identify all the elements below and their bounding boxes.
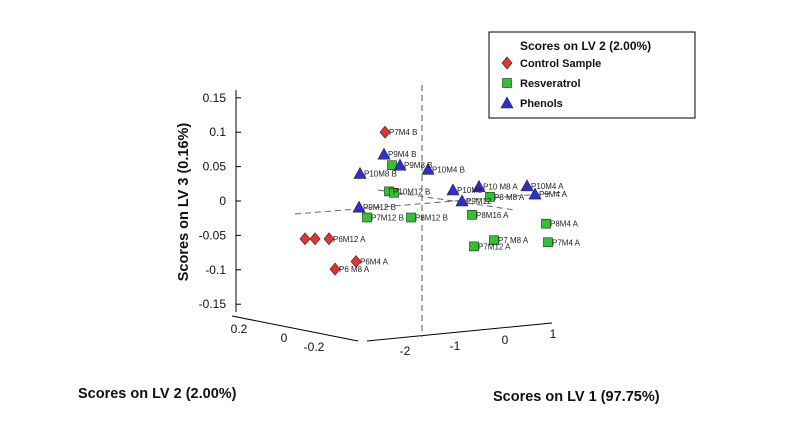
data-point-triangle (528, 187, 542, 200)
point-label: P10M4 A (531, 182, 564, 191)
x-tick-label: 1 (550, 327, 557, 341)
data-point-triangle (455, 194, 469, 207)
z-tick-label: 0 (219, 194, 226, 208)
point-label: P8M12 B (415, 214, 448, 223)
legend-entry-label: Resveratrol (520, 78, 581, 90)
data-point-square (485, 192, 495, 202)
z-axis-ticks: 0.15 0.1 0.05 0 -0.05 -0.1 -0.15 (199, 91, 241, 311)
point-label: P10M4 B (432, 165, 465, 174)
point-label: P9M4 B (388, 150, 416, 159)
x-tick-label: -1 (450, 339, 461, 353)
point-labels: P7M4 B P6M12 A P6M4 AP6 M8 A P10M12 B P7M12 … (333, 128, 581, 274)
point-label: P6 M8 A (339, 265, 370, 274)
point-label: P6M4 A (360, 258, 389, 267)
y-axis-line (231, 315, 359, 342)
x-axis-line (366, 322, 553, 342)
center-lv1-dashed (294, 191, 566, 215)
data-point-diamond (309, 232, 321, 246)
point-label: P10M12 B (393, 187, 430, 196)
x-tick-label: -2 (400, 344, 411, 358)
legend-entry-label: Phenols (520, 98, 563, 110)
point-label: P8M4 A (550, 220, 579, 229)
legend-title: Scores on LV 2 (2.00%) (520, 39, 651, 53)
data-point-square (467, 209, 477, 220)
data-point-triangle (377, 147, 391, 160)
y-axis-title: Scores on LV 2 (2.00%) (78, 386, 237, 402)
point-label: P8 M8 A (494, 193, 525, 202)
point-label: P10M8 (457, 186, 483, 195)
legend-entry-label: Control Sample (520, 58, 601, 70)
point-label: P7M4 A (552, 238, 581, 247)
legend-marker-diamond (501, 56, 513, 70)
z-tick-label: -0.1 (205, 263, 226, 277)
point-label: P8M16 A (476, 211, 509, 220)
data-point-triangle (353, 166, 367, 179)
point-label: P9M8 B (404, 161, 432, 170)
data-point-square (489, 235, 499, 246)
data-point-triangle (446, 183, 460, 196)
data-point-square (543, 237, 553, 248)
point-label: P7M12 A (478, 242, 511, 251)
data-point-triangle (472, 179, 486, 192)
data-point-square (406, 212, 416, 223)
legend-box (488, 31, 696, 119)
data-point-diamond (329, 262, 341, 276)
point-label: P10 M8 A (483, 183, 518, 192)
z-tick-label: 0.15 (203, 91, 227, 105)
point-label: P9M12 B (363, 203, 396, 212)
y-tick-label: -0.2 (304, 340, 325, 354)
data-point-diamond (323, 232, 335, 246)
point-label: P10M8 B (364, 169, 397, 178)
plot-axes (231, 85, 566, 342)
point-label: P7M12 B (371, 214, 404, 223)
y-tick-label: 0 (281, 331, 288, 345)
data-point-triangle (421, 162, 435, 175)
data-point-diamond (299, 232, 311, 246)
data-point-square (389, 187, 399, 198)
data-point-triangle (520, 179, 534, 192)
x-tick-label: 0 (502, 333, 509, 347)
legend: Scores on LV 2 (2.00%) Control Sample Res… (488, 31, 696, 119)
y-axis-ticks: 0.2 0 -0.2 (231, 322, 325, 354)
point-label: P6M12 A (333, 235, 366, 244)
data-point-diamond (350, 255, 362, 269)
point-label: P9M4 A (539, 190, 568, 199)
legend-marker-square (502, 78, 512, 88)
center-lv2-dashed (377, 189, 516, 211)
data-point-square (541, 218, 551, 229)
z-tick-label: 0.05 (203, 160, 227, 174)
data-point-square (469, 241, 479, 252)
point-label: P7 M8 A (498, 236, 529, 245)
point-label: P7M4 B (389, 128, 417, 137)
point-label: P9M12 (466, 197, 492, 206)
data-point-diamond (379, 125, 391, 139)
legend-marker-triangle (500, 96, 514, 109)
x-axis-ticks: -2 -1 0 1 (400, 327, 557, 358)
y-tick-label: 0.2 (231, 322, 248, 336)
z-tick-label: -0.05 (199, 228, 227, 242)
z-tick-label: 0.1 (209, 125, 226, 139)
data-point-triangle (352, 200, 366, 213)
data-point-square (362, 212, 372, 223)
z-axis-title: Scores on LV 3 (0.16%) (176, 123, 192, 282)
legend-items: Control Sample Resveratrol Phenols (500, 56, 601, 110)
data-points (299, 125, 553, 276)
x-axis-title: Scores on LV 1 (97.75%) (493, 389, 660, 405)
z-tick-label: -0.15 (199, 297, 227, 311)
data-point-triangle (393, 158, 407, 171)
